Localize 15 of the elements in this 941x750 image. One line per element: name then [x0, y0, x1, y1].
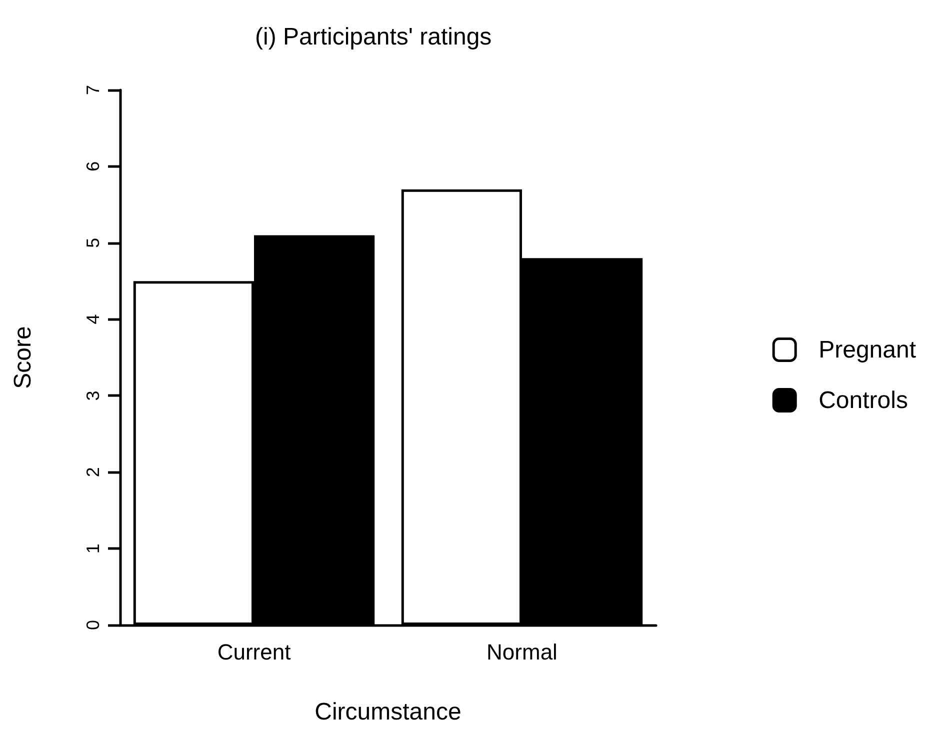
chart-title: (i) Participants' ratings — [255, 24, 492, 50]
y-tick-label: 0 — [83, 620, 103, 630]
y-tick-label: 5 — [83, 238, 103, 248]
y-tick-label: 4 — [83, 314, 103, 324]
x-tick-label: Current — [217, 640, 291, 664]
legend-label: Controls — [818, 386, 908, 414]
y-axis-title: Score — [10, 326, 36, 389]
x-tick-label: Normal — [486, 640, 558, 664]
y-tick-label: 6 — [83, 161, 103, 172]
y-tick-label: 7 — [83, 84, 103, 96]
y-tick-label: 2 — [83, 467, 103, 478]
y-tick-label: 1 — [83, 544, 103, 554]
y-tick-label: 3 — [83, 390, 103, 401]
x-axis-title: Circumstance — [314, 698, 462, 726]
legend-label: Pregnant — [818, 336, 916, 364]
